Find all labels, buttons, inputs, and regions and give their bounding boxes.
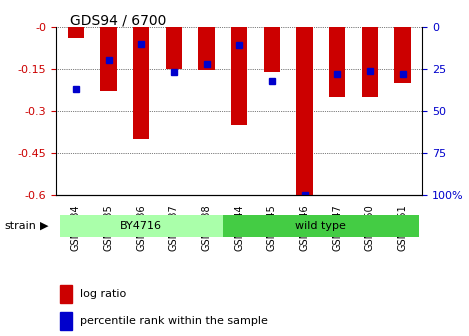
Bar [329,27,345,97]
Bar [394,27,411,83]
Bar [60,312,72,330]
Bar [68,27,84,38]
Bar [296,27,313,195]
Bar [198,27,215,70]
Bar [264,27,280,72]
Bar [60,215,223,237]
Text: GDS94 / 6700: GDS94 / 6700 [70,13,166,28]
Bar [60,285,72,303]
Text: BY4716: BY4716 [120,221,162,231]
Text: percentile rank within the sample: percentile rank within the sample [80,316,268,326]
Bar [362,27,378,97]
Bar [100,27,117,91]
Text: wild type: wild type [295,221,346,231]
Bar [231,27,247,125]
Text: ▶: ▶ [40,221,48,231]
Bar [166,27,182,69]
Text: strain: strain [5,221,37,231]
Text: log ratio: log ratio [80,289,127,299]
Bar [133,27,149,139]
Bar [223,215,419,237]
